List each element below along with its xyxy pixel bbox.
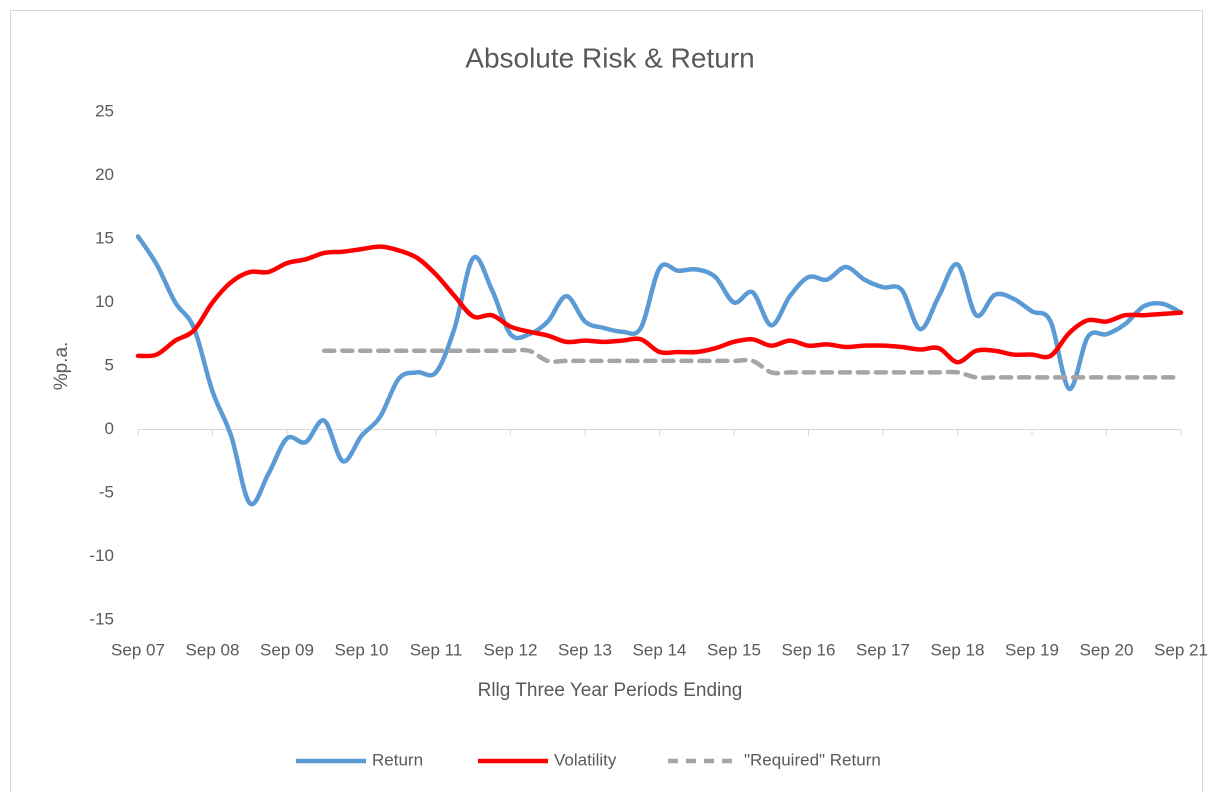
y-axis-label: %p.a.: [51, 342, 72, 391]
x-tick-label: Sep 13: [558, 640, 612, 659]
y-tick-label: 5: [105, 355, 114, 374]
x-tick-label: Sep 07: [111, 640, 165, 659]
x-tick-label: Sep 08: [186, 640, 240, 659]
y-tick-label: 10: [95, 292, 114, 311]
series-line: [322, 347, 1184, 381]
legend-label: "Required" Return: [744, 750, 881, 769]
x-tick-label: Sep 10: [335, 640, 389, 659]
y-tick-label: 0: [105, 419, 114, 438]
y-tick-label: -5: [99, 482, 114, 501]
x-tick-label: Sep 09: [260, 640, 314, 659]
x-tick-label: Sep 12: [484, 640, 538, 659]
x-tick-label: Sep 16: [782, 640, 836, 659]
x-tick-label: Sep 14: [633, 640, 687, 659]
x-tick-label: Sep 21: [1154, 640, 1208, 659]
legend-label: Volatility: [554, 750, 617, 769]
x-tick-label: Sep 18: [931, 640, 985, 659]
chart-title: Absolute Risk & Return: [465, 42, 754, 73]
x-tick-label: Sep 17: [856, 640, 910, 659]
y-tick-label: 25: [95, 101, 114, 120]
chart-frame: [10, 10, 1203, 792]
x-tick-label: Sep 11: [410, 640, 463, 659]
x-axis-label: Rllg Three Year Periods Ending: [478, 680, 743, 701]
series-line: [135, 244, 1184, 365]
x-tick-label: Sep 15: [707, 640, 761, 659]
y-tick-label: -15: [89, 609, 114, 628]
y-tick-label: -10: [89, 546, 114, 565]
x-tick-label: Sep 19: [1005, 640, 1059, 659]
x-tick-label: Sep 20: [1080, 640, 1134, 659]
legend-label: Return: [372, 750, 423, 769]
y-tick-label: 15: [95, 228, 114, 247]
series-line: [135, 234, 1184, 507]
y-tick-label: 20: [95, 165, 114, 184]
